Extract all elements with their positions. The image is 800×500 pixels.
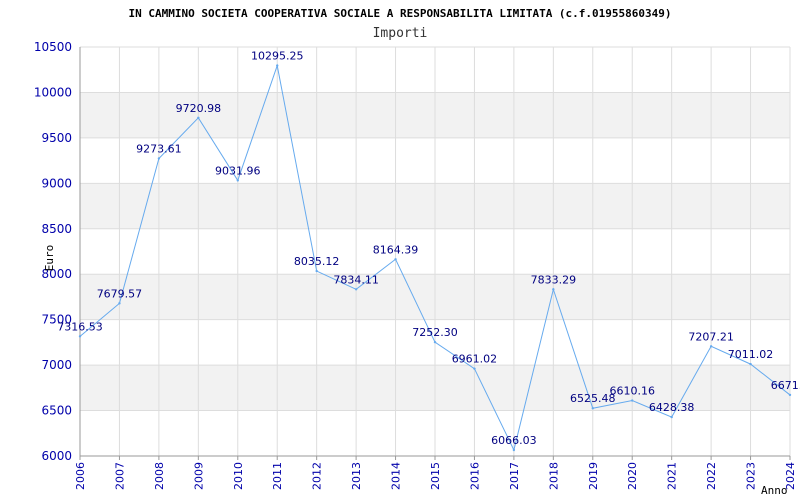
x-tick-label: 2018: [547, 462, 560, 490]
data-label: 9720.98: [176, 102, 222, 115]
data-label: 6610.16: [609, 385, 655, 398]
data-point: [433, 340, 437, 344]
x-tick-label: 2024: [784, 462, 797, 490]
x-axis-label: Anno: [761, 484, 788, 497]
x-tick-label: 2006: [74, 462, 87, 490]
data-point: [709, 345, 713, 348]
data-point: [276, 64, 279, 67]
data-labels: 7316.53 7679.57 9273.61 9720.98 9031.96 10295…: [57, 50, 800, 447]
data-point: [394, 258, 397, 261]
data-label: 7252.30: [412, 326, 458, 339]
x-tick-label: 2007: [113, 462, 126, 490]
data-point: [118, 302, 121, 305]
x-tick-label: 2020: [626, 462, 639, 490]
y-axis-label: Euro: [43, 245, 56, 272]
axes: [79, 47, 791, 460]
data-label: 7011.02: [728, 348, 774, 361]
y-tick-label: 7000: [41, 358, 72, 372]
x-tick-label: 2022: [705, 462, 718, 490]
x-tick-label: 2013: [350, 462, 363, 490]
data-point: [631, 399, 634, 402]
data-label: 8164.39: [373, 243, 419, 256]
data-point: [512, 448, 516, 452]
data-point: [591, 407, 594, 410]
data-point: [749, 362, 752, 366]
data-point: [354, 288, 358, 291]
x-tick-label: 2016: [468, 462, 481, 490]
y-tick-label: 6500: [41, 404, 72, 418]
y-tick-label: 9000: [41, 176, 72, 190]
x-tick-label: 2014: [390, 462, 403, 490]
chart-title: IN CAMMINO SOCIETA COOPERATIVA SOCIALE A…: [128, 7, 671, 20]
x-tick-label: 2019: [587, 462, 600, 490]
x-tick-label: 2023: [745, 462, 758, 490]
y-tick-label: 10000: [34, 85, 72, 99]
data-label: 6961.02: [452, 353, 498, 366]
x-tick-label: 2012: [311, 462, 324, 490]
data-label: 10295.25: [251, 50, 304, 63]
data-point: [473, 367, 476, 370]
data-point: [78, 335, 82, 338]
data-label: 8035.12: [294, 255, 340, 268]
data-point: [552, 288, 555, 291]
data-point: [670, 415, 673, 419]
y-tick-label: 6000: [41, 449, 72, 463]
data-label: 6525.48: [570, 392, 616, 405]
data-point: [236, 179, 239, 182]
y-tick-label: 8500: [41, 222, 72, 236]
x-tick-label: 2010: [232, 462, 245, 490]
data-label: 7207.21: [688, 330, 734, 343]
x-tick-label: 2017: [508, 462, 521, 490]
series-layer: [78, 63, 792, 452]
data-point: [197, 116, 200, 120]
data-point: [788, 393, 792, 397]
y-tick-labels: 6000 6500 7000 7500 8000 8500 9000 9500 10000 105…: [34, 40, 72, 463]
data-label: 7834.11: [333, 273, 379, 286]
data-label: 6428.38: [649, 401, 695, 414]
y-tick-label: 9500: [41, 131, 72, 145]
x-tick-label: 2015: [429, 462, 442, 490]
y-tick-label: 8000: [41, 267, 72, 281]
data-label: 7316.53: [57, 320, 103, 333]
x-tick-labels: 2006 2007 2008 2009 2010 2011 2012 2013 2014 2015…: [74, 462, 797, 490]
x-tick-label: 2011: [271, 462, 284, 490]
x-tick-label: 2009: [192, 462, 205, 490]
data-label: 6066.03: [491, 434, 537, 447]
y-tick-label: 7500: [41, 313, 72, 327]
data-point: [315, 269, 318, 273]
x-tick-label: 2021: [666, 462, 679, 490]
data-label: 7679.57: [97, 287, 143, 300]
data-point: [157, 157, 161, 160]
chart-subtitle: Importi: [373, 26, 428, 41]
data-label: 7833.29: [531, 273, 577, 286]
data-label: 9273.61: [136, 142, 182, 155]
y-tick-label: 10500: [34, 40, 72, 54]
data-label: 6671.9: [771, 379, 800, 392]
data-label: 9031.96: [215, 164, 261, 177]
x-tick-label: 2008: [153, 462, 166, 490]
